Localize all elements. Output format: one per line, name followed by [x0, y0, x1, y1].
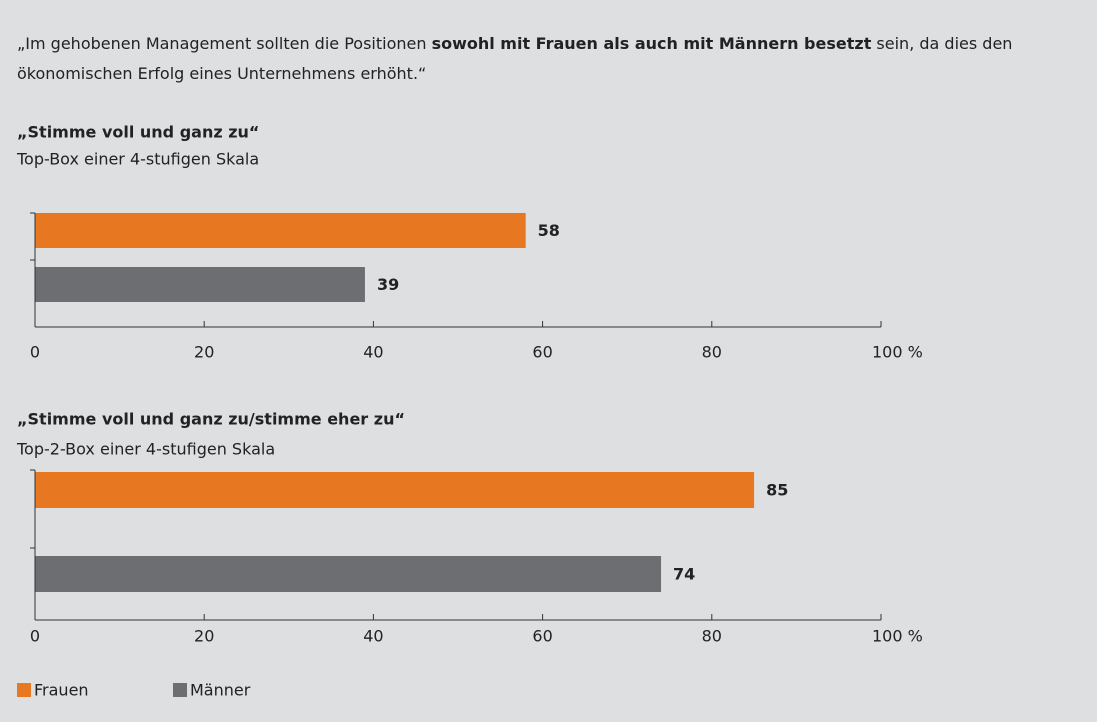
x-tick-label: 80 — [702, 627, 722, 646]
legend-swatch — [173, 683, 187, 697]
intro-segment: sein, da dies den ökonomischen Erfolg ei… — [17, 34, 1013, 83]
x-tick-label: 100 % — [872, 343, 923, 362]
x-tick-label: 40 — [363, 343, 383, 362]
x-tick-label: 60 — [532, 343, 552, 362]
value-label: 58 — [538, 221, 560, 240]
x-tick-label: 0 — [30, 343, 40, 362]
chart-subtitle: Top-2-Box einer 4-stufigen Skala — [16, 440, 275, 459]
x-tick-label: 0 — [30, 627, 40, 646]
chart-title: „Stimme voll und ganz zu/stimme eher zu“ — [17, 410, 405, 429]
x-tick-label: 100 % — [872, 627, 923, 646]
legend-swatch — [17, 683, 31, 697]
intro-segment: sowohl mit Frauen als auch mit Männern b… — [431, 34, 872, 53]
chart-subtitle: Top-Box einer 4-stufigen Skala — [16, 150, 259, 169]
value-label: 39 — [377, 275, 399, 294]
bar — [35, 472, 755, 508]
x-tick-label: 60 — [532, 627, 552, 646]
value-label: 74 — [673, 565, 695, 584]
bar — [35, 267, 365, 302]
intro-segment: „Im gehobenen Management sollten die Pos… — [17, 34, 432, 53]
x-tick-label: 80 — [702, 343, 722, 362]
chart-title: „Stimme voll und ganz zu“ — [17, 123, 259, 142]
value-label: 85 — [766, 481, 788, 500]
x-tick-label: 20 — [194, 343, 214, 362]
legend-label: Frauen — [34, 681, 89, 700]
x-tick-label: 40 — [363, 627, 383, 646]
legend-label: Männer — [190, 681, 251, 700]
bar — [35, 556, 662, 592]
x-tick-label: 20 — [194, 627, 214, 646]
intro: „Im gehobenen Management sollten die Pos… — [17, 29, 1082, 89]
bar — [35, 213, 526, 248]
